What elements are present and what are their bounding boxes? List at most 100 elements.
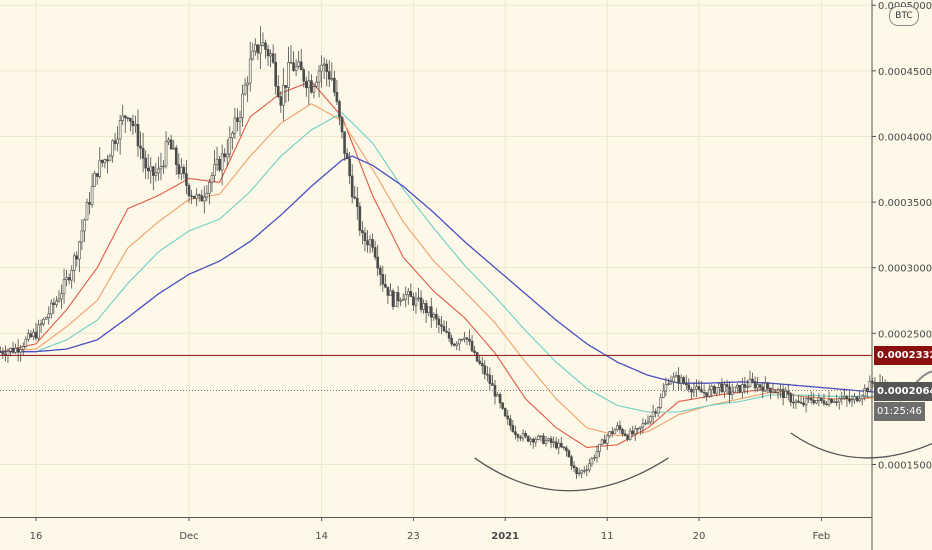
candle-body xyxy=(113,140,117,144)
candle-body xyxy=(101,159,104,164)
candle-body xyxy=(542,435,545,444)
candle-body xyxy=(19,349,23,353)
candle-body xyxy=(363,232,367,242)
candle-body xyxy=(725,384,729,388)
plot-area[interactable] xyxy=(0,0,872,517)
candle-body xyxy=(34,331,38,339)
candle-body xyxy=(118,120,122,140)
candle-body xyxy=(501,402,504,409)
candle-body xyxy=(802,402,805,406)
candle-body xyxy=(636,428,640,430)
candle-body xyxy=(792,401,795,404)
candle-body xyxy=(480,363,484,367)
candle-body xyxy=(799,402,803,404)
candle-body xyxy=(29,333,33,337)
candle-body xyxy=(743,384,747,388)
candle-body xyxy=(758,384,762,388)
candle-body xyxy=(187,185,191,197)
candle-body xyxy=(98,159,102,177)
candle-body xyxy=(304,81,308,89)
candle-body xyxy=(172,147,175,150)
candle-body xyxy=(575,467,578,475)
candle-body xyxy=(93,173,96,187)
candle-body xyxy=(282,85,285,106)
candle-body xyxy=(95,173,99,177)
candle-body xyxy=(784,390,788,398)
candle-body xyxy=(837,398,841,403)
candle-body xyxy=(200,195,204,202)
candle-body xyxy=(108,155,112,162)
candle-body xyxy=(396,292,400,301)
y-tick-label: 0.0004500 xyxy=(878,67,932,78)
candle-body xyxy=(529,438,533,442)
candle-body xyxy=(595,451,599,458)
candle-body xyxy=(299,61,303,71)
candle-body xyxy=(238,117,242,122)
candle-body xyxy=(820,397,823,402)
candle-body xyxy=(488,374,492,384)
candle-body xyxy=(654,411,657,414)
candle-body xyxy=(633,428,637,435)
candle-body xyxy=(641,423,645,428)
candle-body xyxy=(174,147,178,165)
candle-body xyxy=(452,343,456,346)
candle-body xyxy=(753,381,757,389)
candle-body xyxy=(496,394,499,397)
candle-body xyxy=(294,65,298,71)
candle-body xyxy=(213,164,216,176)
candle-body xyxy=(610,431,614,434)
candle-body xyxy=(557,442,561,449)
candle-body xyxy=(307,80,311,89)
candle-body xyxy=(531,438,535,443)
candle-body xyxy=(827,399,831,405)
candle-body xyxy=(817,397,821,401)
x-tick-label: 16 xyxy=(30,531,43,542)
candle-body xyxy=(231,132,234,139)
candle-body xyxy=(674,375,678,378)
candle-body xyxy=(106,159,109,162)
candle-body xyxy=(417,297,420,300)
candle-body xyxy=(85,202,89,221)
candle-body xyxy=(190,195,193,197)
candle-body xyxy=(197,194,201,196)
candle-body xyxy=(667,383,670,385)
candle-body xyxy=(437,318,441,325)
candle-body xyxy=(521,433,525,439)
candle-body xyxy=(233,117,237,134)
candles xyxy=(0,26,902,479)
candle-body xyxy=(9,347,12,352)
time-axis[interactable]: 16Dec142320211120Feb15Mar xyxy=(30,517,932,542)
candle-body xyxy=(141,147,145,159)
candle-body xyxy=(320,64,323,72)
last-price-label: 0.0002064 xyxy=(874,381,932,401)
candle-body xyxy=(80,230,84,243)
x-tick-label: Feb xyxy=(813,531,831,542)
candle-body xyxy=(218,158,221,171)
candle-body xyxy=(720,383,724,393)
candle-body xyxy=(414,298,418,306)
candle-body xyxy=(547,438,550,441)
y-tick-label: 0.0002500 xyxy=(878,329,932,340)
candle-body xyxy=(164,141,168,167)
candle-body xyxy=(126,117,130,119)
candle-body xyxy=(225,153,229,158)
candle-body xyxy=(67,277,71,281)
candle-body xyxy=(284,85,288,88)
candle-body xyxy=(406,291,410,296)
horizontal-line-price-label: 0.0002332 xyxy=(874,346,932,366)
candle-body xyxy=(468,338,471,342)
candle-body xyxy=(702,391,706,394)
candle-body xyxy=(271,53,275,63)
currency-button[interactable]: BTC xyxy=(889,6,919,26)
candle-body xyxy=(603,439,606,444)
candle-body xyxy=(52,302,56,305)
candle-body xyxy=(287,62,290,88)
candle-body xyxy=(11,347,15,353)
pattern-arc xyxy=(474,457,669,492)
candle-body xyxy=(266,49,270,57)
pattern-arc xyxy=(790,432,932,459)
candle-body xyxy=(460,338,464,341)
candle-body xyxy=(651,411,655,417)
candle-body xyxy=(748,378,752,388)
